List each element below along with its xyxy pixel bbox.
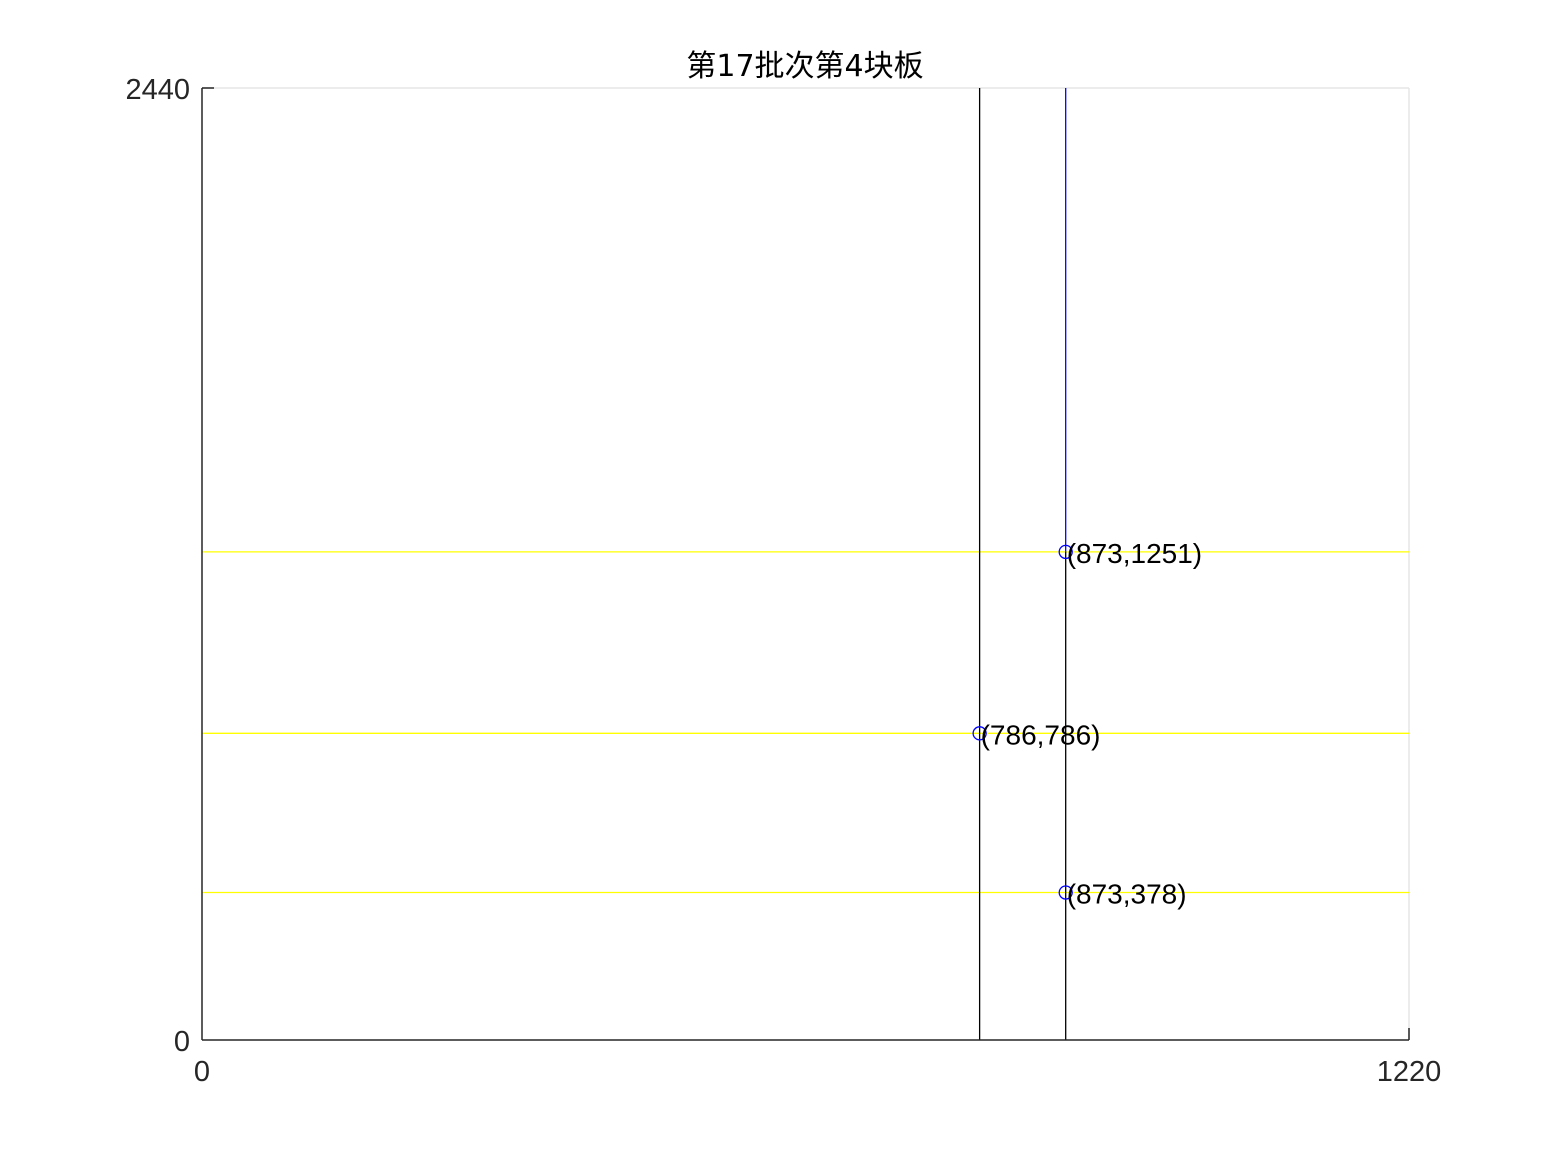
plot-area: (873,1251) (786,786) (873,378): [202, 87, 1410, 1040]
point-label-2: (873,378): [1067, 879, 1187, 910]
black-cut-lines: [978, 88, 1067, 1040]
point-markers: [972, 544, 1073, 900]
point-marker-2: [1058, 885, 1073, 900]
point-marker-1: [972, 726, 987, 741]
point-marker-0: [1058, 544, 1073, 560]
x-tick-label-min: 0: [194, 1056, 210, 1088]
axes: 2440 0 0 1220: [125, 74, 1441, 1088]
yellow-cut-lines: [202, 551, 1409, 894]
y-tick-label-min: 0: [174, 1026, 190, 1058]
chart-title: 第17批次第4块板: [686, 49, 923, 84]
point-label-0: (873,1251): [1067, 538, 1202, 569]
x-tick-label-max: 1220: [1377, 1056, 1442, 1088]
point-labels: (873,1251) (786,786) (873,378): [981, 538, 1203, 910]
y-tick-label-max: 2440: [125, 74, 190, 106]
point-label-1: (786,786): [981, 719, 1101, 750]
